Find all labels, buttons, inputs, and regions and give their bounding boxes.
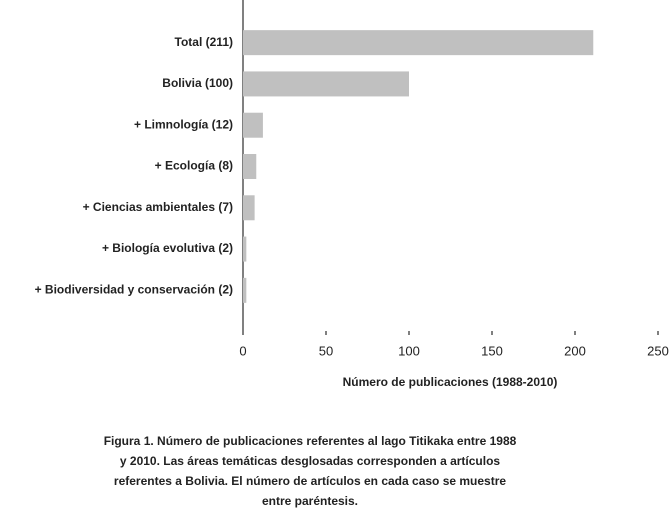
bar: [243, 112, 263, 138]
x-tick-label: 150: [481, 343, 503, 358]
x-tick-label: 50: [319, 343, 333, 358]
y-tick-label: Bolivia (100): [162, 76, 233, 90]
y-tick-label: + Ecología (8): [155, 159, 233, 173]
x-tick-label: 250: [647, 343, 669, 358]
y-tick-label: + Ciencias ambientales (7): [83, 200, 233, 214]
bar: [243, 30, 594, 56]
y-tick-label: + Biología evolutiva (2): [102, 241, 233, 255]
x-tick-label: 0: [239, 343, 246, 358]
bar: [243, 71, 409, 97]
x-axis-label: Número de publicaciones (1988-2010): [343, 375, 558, 389]
x-tick-label: 100: [398, 343, 420, 358]
figure-caption: Figura 1. Número de publicaciones refere…: [103, 434, 517, 508]
y-tick-label: + Biodiversidad y conservación (2): [35, 283, 233, 297]
chart: Número de publicaciones (1988-2010) 0 50 1…: [35, 0, 669, 389]
y-tick-label: Total (211): [175, 35, 233, 49]
bar: [243, 154, 257, 179]
bar: [243, 236, 247, 262]
y-tick-label: + Limnología (12): [134, 117, 233, 131]
bar: [243, 195, 255, 221]
x-tick-label: 200: [564, 343, 586, 358]
bar: [243, 277, 247, 303]
